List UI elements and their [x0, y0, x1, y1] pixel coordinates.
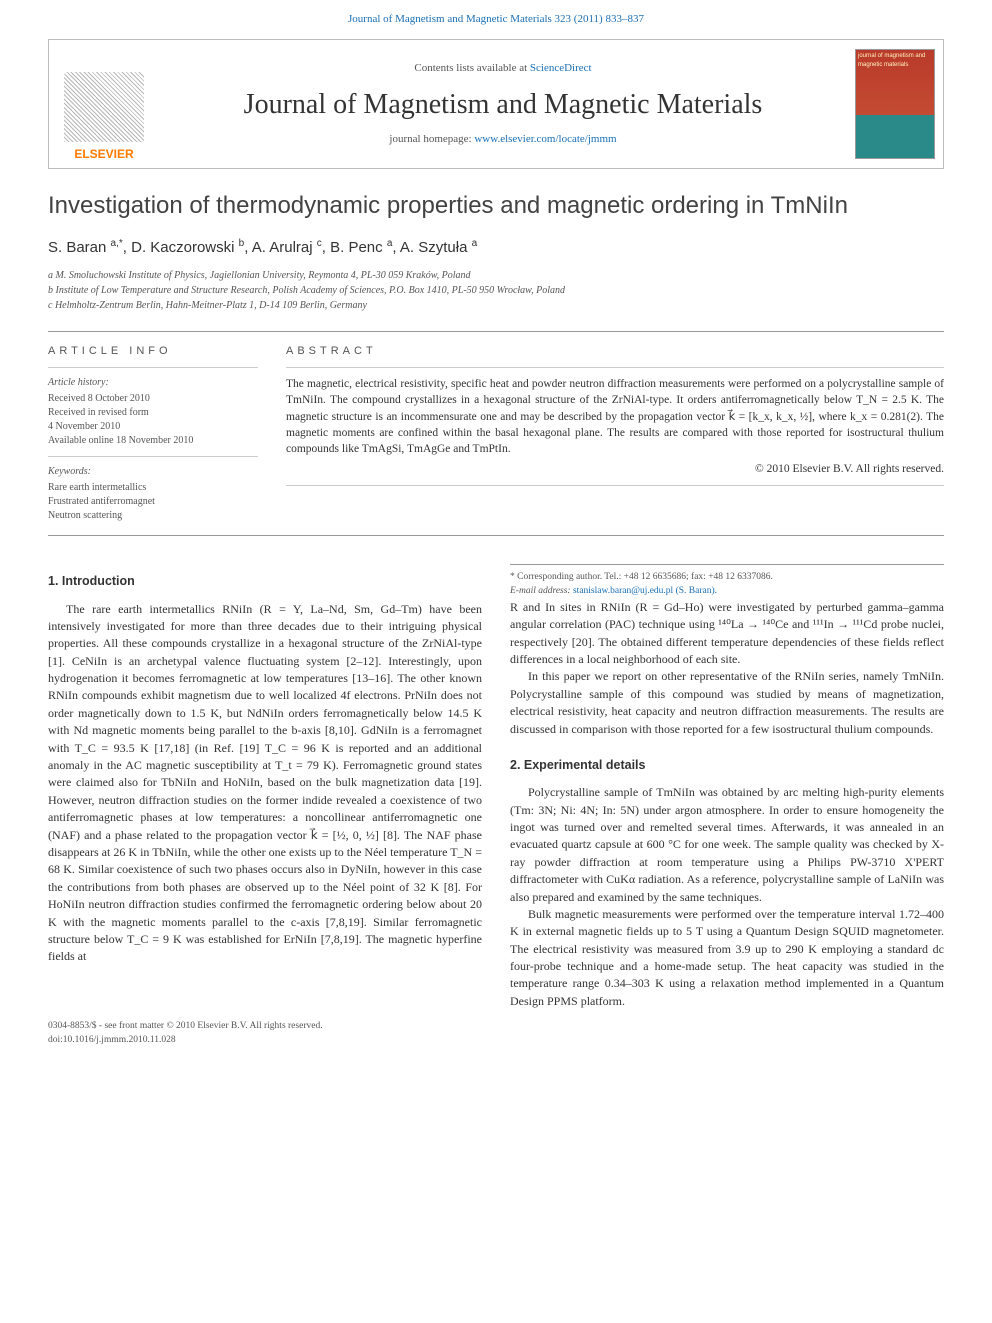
email-label: E-mail address:: [510, 586, 573, 596]
info-abstract-row: ARTICLE INFO Article history: Received 8…: [48, 331, 944, 536]
abstract-text: The magnetic, electrical resistivity, sp…: [286, 376, 944, 456]
affiliations: a M. Smoluchowski Institute of Physics, …: [48, 268, 944, 313]
body-text: 1. Introduction The rare earth intermeta…: [48, 564, 944, 1010]
paragraph: In this paper we report on other represe…: [510, 668, 944, 738]
homepage-prefix: journal homepage:: [389, 133, 474, 145]
history-label: Article history:: [48, 376, 258, 390]
corresponding-author-footnote: * Corresponding author. Tel.: +48 12 663…: [510, 564, 944, 599]
article-body: Investigation of thermodynamic propertie…: [0, 189, 992, 1010]
keyword: Frustrated antiferromagnet: [48, 495, 258, 509]
header-citation: Journal of Magnetism and Magnetic Materi…: [348, 13, 644, 25]
history-line: Available online 18 November 2010: [48, 434, 258, 448]
article-title: Investigation of thermodynamic propertie…: [48, 189, 944, 223]
article-info: ARTICLE INFO Article history: Received 8…: [48, 344, 258, 523]
journal-title: Journal of Magnetism and Magnetic Materi…: [159, 85, 847, 124]
doi-block: 0304-8853/$ - see front matter © 2010 El…: [0, 1020, 992, 1067]
section-heading-experimental: 2. Experimental details: [510, 756, 944, 774]
publisher-logo: ELSEVIER: [49, 40, 159, 168]
affiliation: a M. Smoluchowski Institute of Physics, …: [48, 268, 944, 283]
cover-thumbnail: journal of magnetism and magnetic materi…: [855, 49, 935, 159]
abstract-copyright: © 2010 Elsevier B.V. All rights reserved…: [286, 461, 944, 477]
paragraph: The rare earth intermetallics RNiIn (R =…: [48, 601, 482, 966]
author-email-link[interactable]: stanislaw.baran@uj.edu.pl (S. Baran).: [573, 586, 717, 596]
affiliation: b Institute of Low Temperature and Struc…: [48, 283, 944, 298]
running-header: Journal of Magnetism and Magnetic Materi…: [0, 0, 992, 39]
publisher-name: ELSEVIER: [74, 146, 133, 163]
history-line: Received in revised form: [48, 406, 258, 420]
homepage-line: journal homepage: www.elsevier.com/locat…: [159, 132, 847, 147]
corr-line: * Corresponding author. Tel.: +48 12 663…: [510, 571, 944, 585]
paragraph: Bulk magnetic measurements were performe…: [510, 906, 944, 1010]
info-heading: ARTICLE INFO: [48, 344, 258, 359]
contents-prefix: Contents lists available at: [414, 62, 529, 74]
history-line: 4 November 2010: [48, 420, 258, 434]
cover-text: journal of magnetism and magnetic materi…: [858, 53, 925, 67]
affiliation: c Helmholtz-Zentrum Berlin, Hahn-Meitner…: [48, 298, 944, 313]
elsevier-tree-icon: [64, 72, 144, 142]
keyword: Rare earth intermetallics: [48, 481, 258, 495]
issn-line: 0304-8853/$ - see front matter © 2010 El…: [48, 1020, 944, 1033]
keyword: Neutron scattering: [48, 509, 258, 523]
paragraph: R and In sites in RNiIn (R = Gd–Ho) were…: [510, 599, 944, 669]
homepage-link[interactable]: www.elsevier.com/locate/jmmm: [474, 133, 616, 145]
sciencedirect-link[interactable]: ScienceDirect: [530, 62, 592, 74]
author-list: S. Baran a,*, D. Kaczorowski b, A. Arulr…: [48, 237, 944, 258]
paragraph: Polycrystalline sample of TmNiIn was obt…: [510, 784, 944, 906]
email-line: E-mail address: stanislaw.baran@uj.edu.p…: [510, 585, 944, 599]
keywords-label: Keywords:: [48, 465, 258, 479]
contents-line: Contents lists available at ScienceDirec…: [159, 61, 847, 76]
section-heading-intro: 1. Introduction: [48, 572, 482, 590]
history-line: Received 8 October 2010: [48, 392, 258, 406]
journal-masthead: ELSEVIER Contents lists available at Sci…: [48, 39, 944, 169]
journal-cover: journal of magnetism and magnetic materi…: [847, 40, 943, 168]
abstract: ABSTRACT The magnetic, electrical resist…: [286, 344, 944, 523]
abstract-heading: ABSTRACT: [286, 344, 944, 359]
doi-line: doi:10.1016/j.jmmm.2010.11.028: [48, 1034, 944, 1047]
masthead-center: Contents lists available at ScienceDirec…: [159, 40, 847, 168]
